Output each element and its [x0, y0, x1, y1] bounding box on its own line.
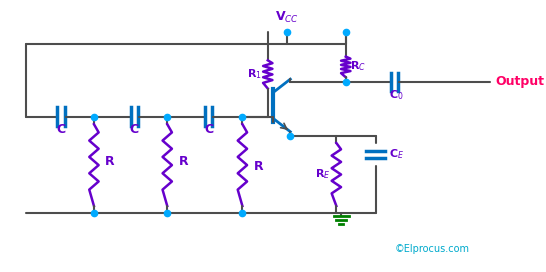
Text: R$_1$: R$_1$ [247, 67, 262, 81]
Text: C$_0$: C$_0$ [389, 88, 404, 102]
Text: R$_E$: R$_E$ [316, 168, 331, 181]
Text: ©Elprocus.com: ©Elprocus.com [395, 244, 470, 254]
Text: C$_E$: C$_E$ [389, 147, 404, 161]
Text: C: C [130, 123, 139, 136]
Text: C: C [56, 123, 66, 136]
Text: R$_C$: R$_C$ [350, 59, 366, 73]
Text: R: R [105, 155, 115, 168]
Text: V$_{CC}$: V$_{CC}$ [275, 10, 299, 25]
Text: R: R [254, 160, 263, 173]
Text: C: C [204, 123, 213, 136]
Text: R: R [179, 155, 188, 168]
Text: Output: Output [495, 75, 544, 88]
